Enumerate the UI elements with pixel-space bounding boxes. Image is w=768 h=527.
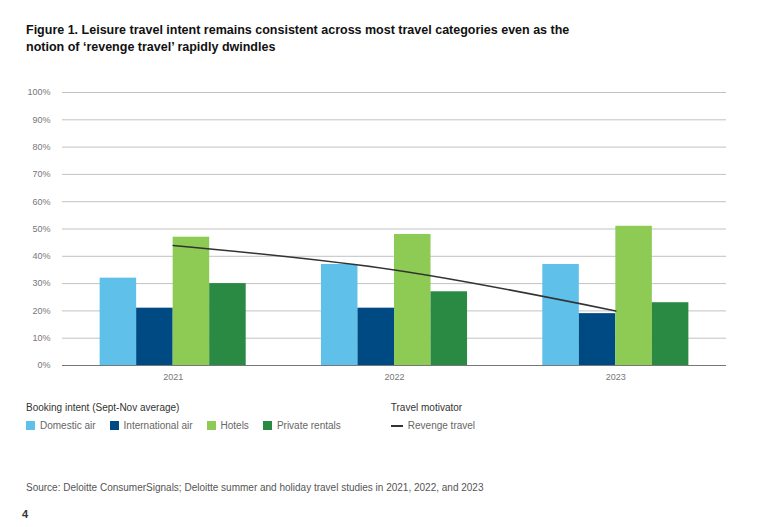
svg-text:10%: 10% bbox=[32, 333, 50, 343]
html-text:International air: International air bbox=[123, 420, 193, 431]
svg-text:2022: 2022 bbox=[384, 372, 404, 382]
html-text:4: 4 bbox=[22, 508, 29, 520]
html-text:Booking intent (Sept-Nov avera: Booking intent (Sept-Nov average) bbox=[26, 402, 180, 413]
svg-text:50%: 50% bbox=[32, 224, 50, 234]
svg-text:30%: 30% bbox=[32, 278, 50, 288]
html-text:Source: Deloitte ConsumerSigna: Source: Deloitte ConsumerSignals; Deloit… bbox=[26, 482, 484, 493]
svg-text:90%: 90% bbox=[32, 115, 50, 125]
svg-text:2023: 2023 bbox=[606, 372, 626, 382]
svg-text:60%: 60% bbox=[32, 197, 50, 207]
svg-text:2021: 2021 bbox=[163, 372, 183, 382]
svg-text:20%: 20% bbox=[32, 306, 50, 316]
html-text:Domestic air: Domestic air bbox=[40, 420, 96, 431]
svg-text:40%: 40% bbox=[32, 251, 50, 261]
html-text:Private rentals: Private rentals bbox=[276, 420, 341, 431]
html-text:Figure 1. Leisure travel inten: Figure 1. Leisure travel intent remains … bbox=[26, 23, 570, 54]
html-text:Hotels: Hotels bbox=[220, 420, 249, 431]
svg-text:70%: 70% bbox=[32, 169, 50, 179]
svg-text:100%: 100% bbox=[27, 87, 50, 97]
html-text:Travel motivator: Travel motivator bbox=[390, 402, 463, 413]
html-text:Revenge travel: Revenge travel bbox=[407, 420, 476, 431]
svg-text:80%: 80% bbox=[32, 142, 50, 152]
svg-text:0%: 0% bbox=[37, 360, 50, 370]
